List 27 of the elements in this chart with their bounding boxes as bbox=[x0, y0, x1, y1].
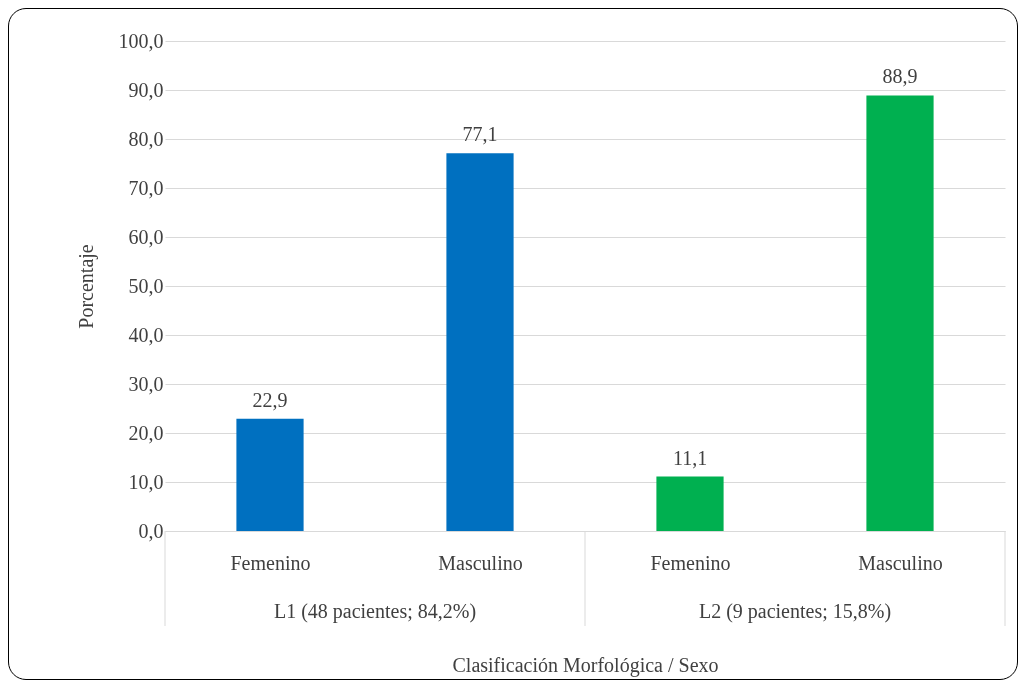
data-label: 88,9 bbox=[882, 65, 918, 88]
y-tick-label: 50,0 bbox=[128, 274, 164, 297]
data-label: 11,1 bbox=[672, 446, 708, 469]
y-tick-label: 90,0 bbox=[128, 78, 164, 101]
y-tick-label: 40,0 bbox=[128, 323, 164, 346]
bar bbox=[656, 476, 724, 531]
data-label: 77,1 bbox=[462, 123, 498, 146]
text: L1 (48 pacientes; 84,2%) bbox=[273, 600, 477, 623]
bar bbox=[446, 153, 514, 531]
data-label: 22,9 bbox=[252, 388, 288, 411]
x-tick-label: Femenino bbox=[230, 551, 311, 574]
bar bbox=[866, 95, 934, 531]
y-tick-label: 70,0 bbox=[128, 176, 164, 199]
text: L2 (9 pacientes; 15,8%) bbox=[698, 600, 892, 623]
x-axis-title: Clasificación Morfológica / Sexo bbox=[452, 653, 719, 677]
y-tick-label: 0,0 bbox=[138, 519, 164, 542]
y-tick-label: 100,0 bbox=[118, 29, 164, 52]
y-tick-label: 60,0 bbox=[128, 225, 164, 248]
x-tick-label: Masculino bbox=[858, 551, 943, 574]
y-tick-label: 20,0 bbox=[128, 421, 164, 444]
y-tick-label: 10,0 bbox=[128, 470, 164, 493]
y-tick-label: 80,0 bbox=[128, 127, 164, 150]
y-tick-label: 30,0 bbox=[128, 372, 164, 395]
bar bbox=[236, 418, 304, 531]
x-tick-label: Masculino bbox=[438, 551, 523, 574]
y-axis-title: Porcentaje bbox=[74, 244, 98, 329]
x-tick-label: Femenino bbox=[650, 551, 731, 574]
